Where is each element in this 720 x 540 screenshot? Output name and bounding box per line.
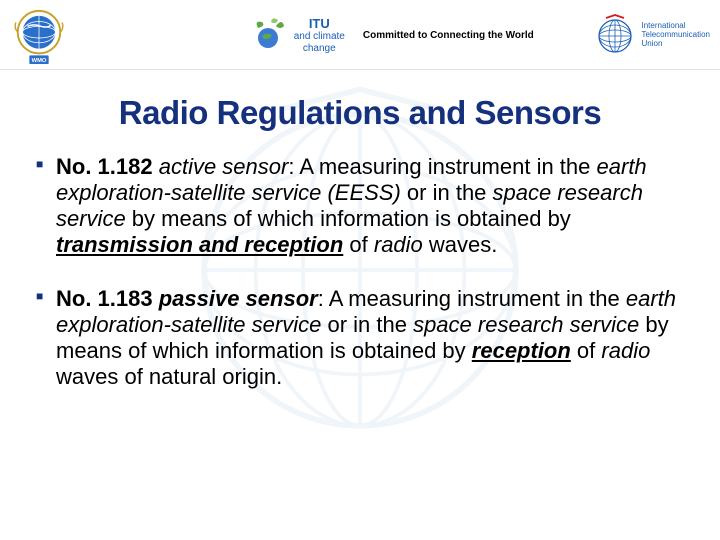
b2-t1: : A measuring instrument in the xyxy=(318,286,626,311)
bullet-item-2: No. 1.183 passive sensor: A measuring in… xyxy=(36,286,684,390)
b2-svc2: space research service xyxy=(413,312,639,337)
b1-radio: radio xyxy=(374,232,423,257)
page-title: Radio Regulations and Sensors xyxy=(36,94,684,132)
content: Radio Regulations and Sensors No. 1.182 … xyxy=(0,70,720,390)
b2-tail: waves of natural origin. xyxy=(56,364,282,389)
header: WMO ITU and climate change Committed to … xyxy=(0,0,720,70)
b1-key: transmission and reception xyxy=(56,232,343,257)
b2-radio: radio xyxy=(601,338,650,363)
itu-emblem-icon xyxy=(592,13,638,59)
itu-logo: International Telecommunication Union xyxy=(592,13,710,59)
itu-climate-block: ITU and climate change Committed to Conn… xyxy=(248,16,542,56)
b1-m1: or in the xyxy=(401,180,493,205)
itu-climate-line2: and climate xyxy=(294,31,345,43)
b1-m2: by means of which information is obtaine… xyxy=(126,206,571,231)
b1-t1: : A measuring instrument in the xyxy=(288,154,596,179)
b1-prefix: No. 1.182 xyxy=(56,154,153,179)
b1-tail: waves. xyxy=(423,232,498,257)
svg-text:WMO: WMO xyxy=(32,58,47,64)
header-left: WMO xyxy=(10,7,68,65)
b2-prefix: No. 1.183 xyxy=(56,286,153,311)
bullet-list: No. 1.182 active sensor: A measuring ins… xyxy=(36,154,684,390)
b2-m3: of xyxy=(571,338,602,363)
itu-climate-line1: ITU xyxy=(294,16,345,32)
itu-label-line3: Union xyxy=(642,40,710,49)
b2-term: passive sensor xyxy=(153,286,318,311)
tagline: Committed to Connecting the World xyxy=(363,30,534,41)
itu-label: International Telecommunication Union xyxy=(642,22,710,48)
b1-m3: of xyxy=(343,232,374,257)
b1-term: active sensor xyxy=(153,154,289,179)
bullet-item-1: No. 1.182 active sensor: A measuring ins… xyxy=(36,154,684,258)
itu-climate-text: ITU and climate change xyxy=(294,16,345,56)
b2-key: reception xyxy=(472,338,571,363)
itu-climate-line3: change xyxy=(294,43,345,55)
wmo-logo: WMO xyxy=(10,7,68,65)
b2-m1: or in the xyxy=(321,312,413,337)
leaf-globe-icon xyxy=(248,16,288,56)
